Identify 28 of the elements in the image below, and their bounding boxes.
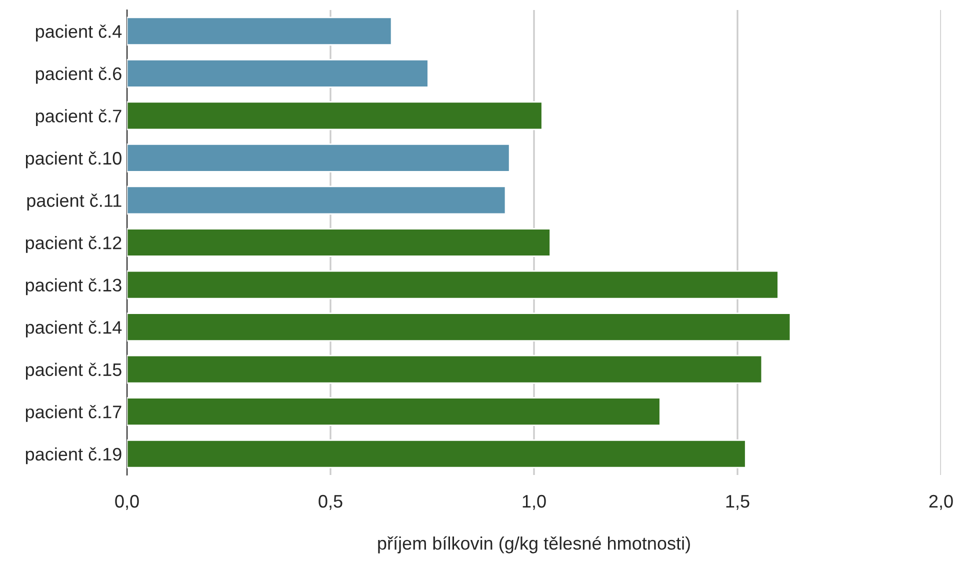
bar xyxy=(127,312,792,342)
y-tick-label: pacient č.12 xyxy=(26,236,122,253)
bar xyxy=(127,144,510,172)
bar xyxy=(127,228,551,257)
bar xyxy=(127,270,779,300)
y-tick-label: pacient č.17 xyxy=(26,405,122,422)
x-axis-title: příjem bílkovin (g/kg tělesné hmotnosti) xyxy=(378,536,690,554)
x-tick-label: 0,0 xyxy=(115,494,139,510)
y-tick-label: pacient č.14 xyxy=(26,320,122,338)
x-tick-label: 0,5 xyxy=(318,494,342,510)
y-tick-label: pacient č.11 xyxy=(27,194,122,211)
y-tick-label: pacient č.19 xyxy=(26,447,122,464)
y-tick-label: pacient č.15 xyxy=(26,362,122,380)
y-tick-label: pacient č.7 xyxy=(36,109,122,126)
bar xyxy=(127,354,763,384)
bar xyxy=(127,397,661,426)
y-tick-label: pacient č.10 xyxy=(26,151,122,168)
y-tick-label: pacient č.4 xyxy=(36,24,122,42)
x-tick-label: 1,5 xyxy=(726,495,750,510)
y-tick-label: pacient č.13 xyxy=(26,278,122,296)
x-tick-label: 1,0 xyxy=(522,494,546,510)
bar xyxy=(127,16,392,46)
bar xyxy=(127,101,543,130)
y-tick-label: pacient č.6 xyxy=(36,66,122,84)
bar xyxy=(127,58,429,88)
x-tick-label: 2,0 xyxy=(929,494,953,510)
bar xyxy=(127,439,746,468)
bar xyxy=(127,186,506,215)
